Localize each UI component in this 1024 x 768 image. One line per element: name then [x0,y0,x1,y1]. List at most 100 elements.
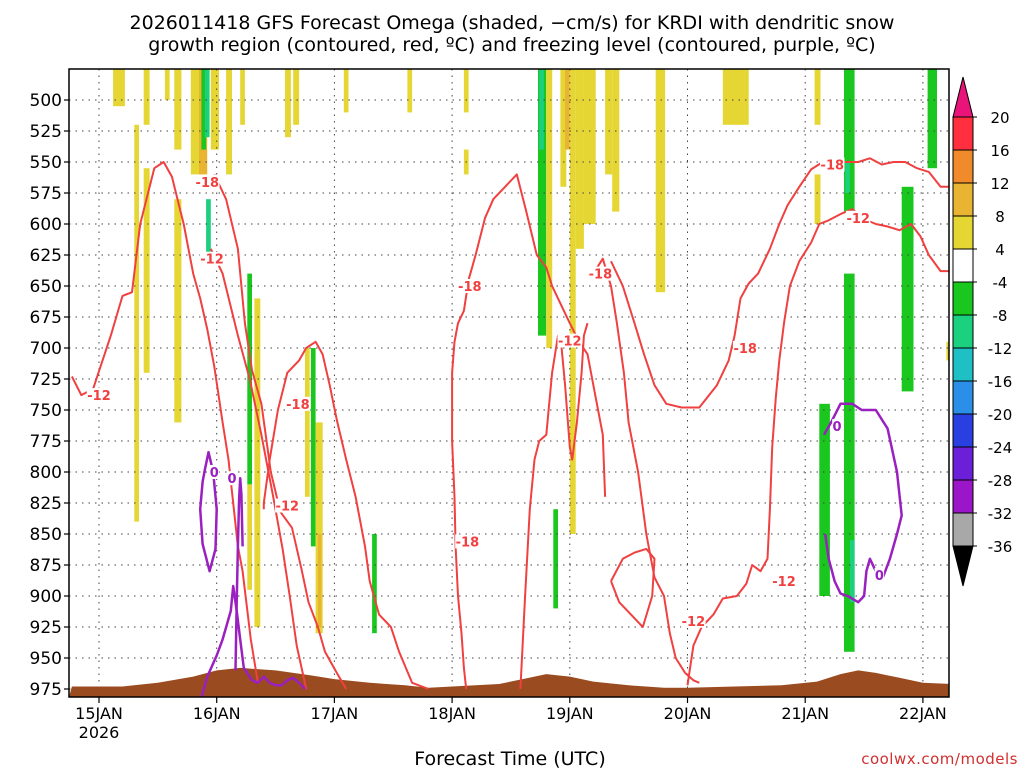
dgz-contour-label: -18 [458,280,482,295]
omega-cell [819,403,830,596]
y-axis: 500 525 550 575 600 625 650 675 700 725 750 775 800 8… [30,91,69,700]
dgz-contour-label: -12 [276,500,300,515]
x-tick-label: 19JAN [546,704,594,723]
colorbar-swatch [952,446,974,481]
omega-cell [407,69,413,113]
omega-cell [844,69,855,212]
grid-layer [69,69,949,697]
colorbar-tick-label: 4 [995,241,1005,259]
omega-cell [310,348,316,547]
dgz-contour-label: -18 [589,268,613,283]
dgz-contour-line [451,173,607,690]
y-tick-label: 525 [30,122,62,142]
omega-cell [722,69,749,125]
dgz-contour-line [610,547,656,628]
colorbar-swatch [952,248,974,283]
omega-cell [206,199,211,262]
colorbar-tick-label: 12 [990,175,1009,193]
freezing-contour-label-bg [874,567,885,582]
dgz-contour-label-bg [820,157,845,172]
omega-cell [814,69,821,125]
x-axis-year-label: 2026 [79,723,120,742]
omega-cell [143,168,150,373]
omega-cell [605,69,613,175]
colorbar-tick-label: -28 [988,472,1013,490]
dgz-contour-label: -18 [456,535,480,550]
omega-cell [538,69,547,336]
contour-label-layer: -12 -18 -12 -18 -12 -18 -18 -12 -18 -18 -12 -12 -18 -… [86,157,885,630]
freezing-contour-label: 0 [875,569,884,584]
colorbar-tick-label: -36 [988,538,1013,556]
y-tick-label: 600 [30,215,62,235]
dgz-contour-label: -18 [196,176,220,191]
dgz-contour-label: -18 [733,342,757,357]
colorbar-swatch [952,215,974,250]
dgz-contour-line [213,173,348,690]
omega-cell [190,69,199,175]
colorbar-swatch [952,149,974,184]
y-tick-label: 725 [30,370,62,390]
freezing-level-contour-line [200,584,306,697]
x-tick-label: 18JAN [428,704,476,723]
omega-cell [204,69,210,138]
omega-cell [164,69,170,100]
freezing-contour-label-bg [832,419,842,434]
omega-cell [583,69,596,224]
dgz-contour-label-bg [275,498,300,513]
freezing-level-contour-line [234,476,244,671]
freezing-contour-label: 0 [832,420,841,435]
dgz-contour-label-bg [457,279,482,293]
freezing-level-contour-line [198,450,218,573]
omega-cell [901,186,914,392]
x-tick-label: 17JAN [311,704,359,723]
y-tick-label: 675 [30,308,62,328]
dgz-contour-line [209,248,308,690]
y-tick-label: 850 [30,525,62,545]
y-tick-label: 550 [30,153,62,173]
dgz-contour-line [592,257,700,684]
omega-cell [134,124,139,522]
omega-cell [317,534,322,627]
omega-cell [463,69,469,113]
omega-cell [226,69,232,175]
colorbar-swatch [952,347,974,382]
dgz-contour-label: -18 [821,159,845,174]
omega-cell [539,69,544,150]
x-axis-label: Forecast Time (UTC) [414,748,605,768]
colorbar-tick-label: 20 [990,109,1009,127]
dgz-contour-label-bg [557,333,582,348]
freezing-contour-label-bg [227,471,237,486]
colorbar-swatch [952,281,974,316]
colorbar-bottom-triangle [952,545,974,587]
omega-cell [814,174,821,224]
omega-cell [240,69,245,125]
dgz-contour-line [262,340,429,690]
colorbar-top-triangle [952,76,974,118]
colorbar-tick-label: -8 [993,307,1008,325]
omega-shading-layer [113,69,949,652]
terrain-layer [69,667,949,697]
y-tick-label: 575 [30,184,62,204]
colorbar-swatch [952,479,974,514]
y-tick-label: 975 [30,680,62,700]
colorbar: 20 16 12 8 4 -4 -8 -12 -16 -20 -24 -28 -32 -36 [952,76,1013,587]
dgz-contour-label: -12 [200,253,224,268]
omega-cell [565,69,570,150]
colorbar-tick-label: -32 [988,505,1013,523]
omega-cell [569,69,576,535]
plot-area: -12 -18 -12 -18 -12 -18 -18 -12 -18 -18 -12 -12 -18 -… [69,69,949,697]
omega-cell [285,69,291,138]
terrain-fill [69,667,949,697]
omega-cell [849,540,855,603]
omega-cell [946,341,949,361]
dgz-contour-label-bg [845,210,871,225]
chart-title-line2: growth region (contoured, red, ºC) and f… [148,34,875,56]
dgz-contour-label-bg [195,174,220,189]
colorbar-swatch [952,314,974,349]
dgz-contour-label: -12 [558,335,582,350]
omega-cell [210,69,219,150]
freezing-contour-label: 0 [227,472,236,487]
dgz-contour-label-bg [588,266,613,281]
